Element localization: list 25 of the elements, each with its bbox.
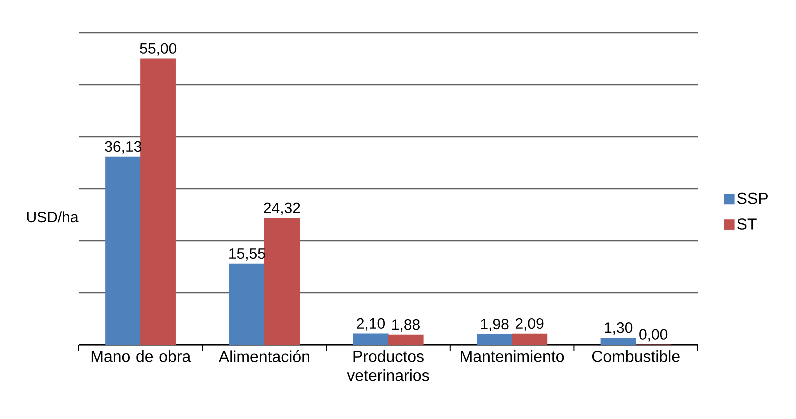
legend-label: ST bbox=[738, 218, 757, 230]
bar bbox=[229, 264, 265, 346]
bar bbox=[388, 334, 424, 346]
data-label: 2,10 bbox=[357, 318, 386, 331]
legend-label: SSP bbox=[738, 192, 768, 204]
bar bbox=[264, 218, 300, 346]
data-label: 24,32 bbox=[264, 202, 300, 216]
x-tick-label: Productos veterinarios bbox=[347, 350, 430, 382]
y-axis-title: USD/ha bbox=[27, 212, 79, 223]
x-tick-label: Combustible bbox=[592, 350, 680, 362]
bar bbox=[353, 334, 389, 346]
bar bbox=[106, 156, 142, 346]
bar bbox=[477, 334, 513, 346]
data-label: 1,30 bbox=[605, 322, 633, 335]
data-label: 0,00 bbox=[640, 329, 668, 342]
bar bbox=[512, 334, 548, 346]
bar bbox=[140, 58, 176, 346]
data-label: 1,98 bbox=[481, 319, 509, 332]
data-label: 55,00 bbox=[140, 43, 177, 56]
bar bbox=[600, 338, 636, 346]
data-label: 1,88 bbox=[392, 320, 420, 332]
x-tick-label: Alimentación bbox=[218, 350, 310, 362]
x-tick-label: Mano de obra bbox=[92, 350, 192, 362]
data-label: 2,09 bbox=[516, 318, 544, 331]
x-tick-label: Mantenimiento bbox=[461, 350, 564, 362]
